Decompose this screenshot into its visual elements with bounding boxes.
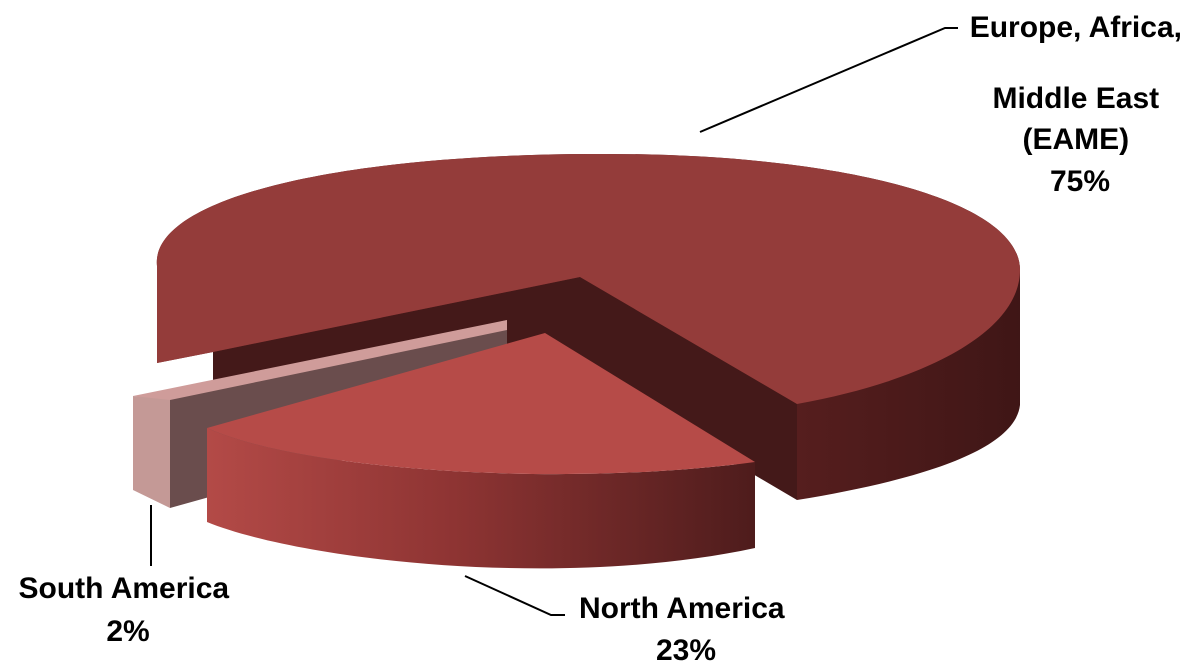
north-america-percent-label: 23%	[656, 634, 716, 667]
north-america-slice-side	[207, 428, 755, 569]
eame-label-line-2: Middle East	[992, 82, 1159, 115]
north-america-slice	[207, 333, 755, 475]
south-america-slice	[133, 320, 507, 400]
eame-leader-line	[699, 27, 958, 133]
eame-label: Europe, Africa, Middle East (EAME) 75%	[970, 11, 1191, 198]
eame-label-line-1: Europe, Africa,	[970, 11, 1182, 44]
north-america-label-line-1: North America	[579, 592, 785, 625]
south-america-slice-side	[133, 396, 170, 508]
eame-percent-label: 75%	[1050, 165, 1110, 198]
south-america-label-line-1: South America	[19, 572, 230, 605]
south-america-label: South America 2%	[19, 572, 238, 648]
eame-label-line-3: (EAME)	[1023, 123, 1130, 156]
north-america-label: North America 23%	[579, 592, 793, 667]
eame-slice	[156, 153, 1021, 404]
south-america-percent-label: 2%	[106, 615, 149, 648]
north-america-leader-line	[464, 575, 565, 616]
eame-slice-inner-face	[213, 277, 797, 500]
